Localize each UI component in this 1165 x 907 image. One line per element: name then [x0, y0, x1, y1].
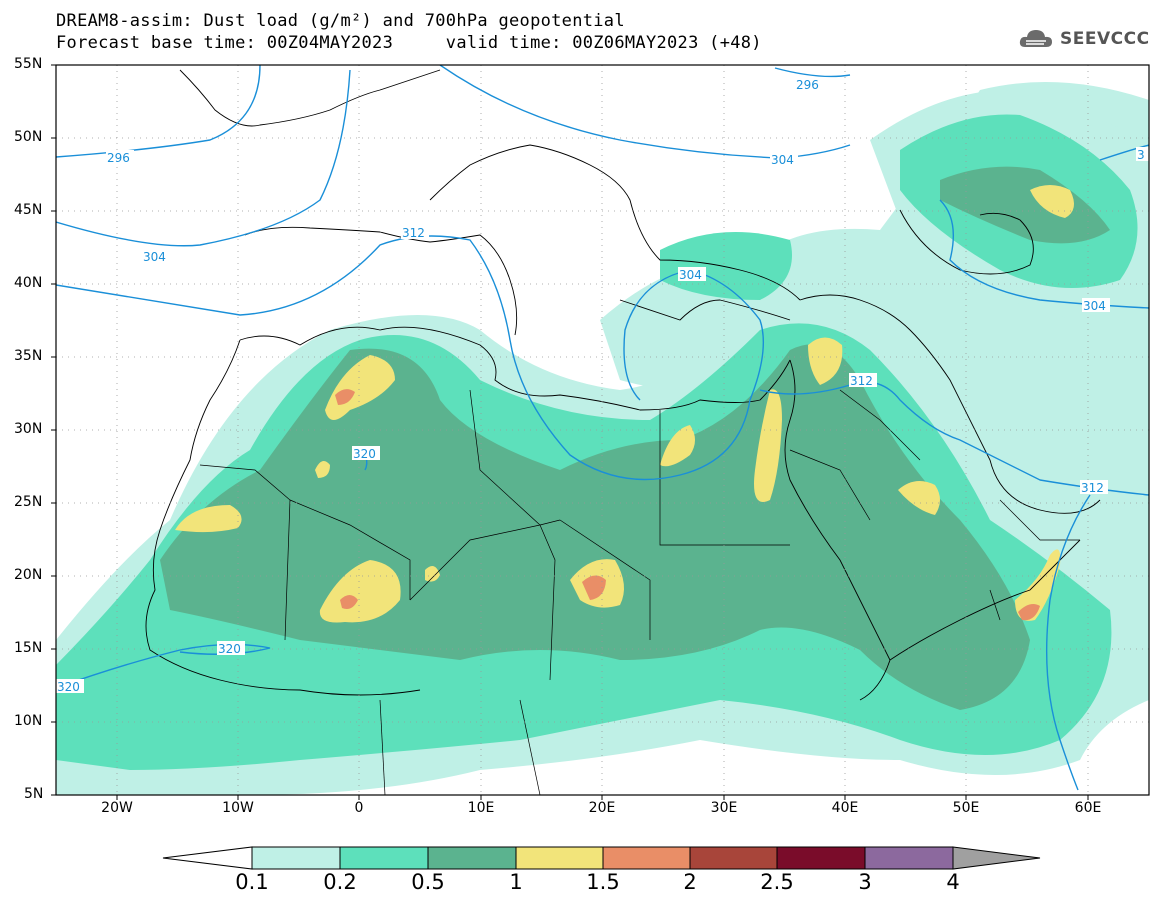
contour-label: 296 — [107, 151, 130, 165]
lat-label: 5N — [24, 786, 44, 802]
lat-label: 15N — [14, 640, 43, 656]
contour-label: 296 — [796, 78, 819, 92]
seevccc-logo: SEEVCCC — [1018, 24, 1150, 54]
graticule — [56, 65, 1149, 795]
colorbar-high-arrow — [952, 846, 1041, 870]
colorbar-label: 1.5 — [586, 870, 620, 894]
colorbar-label: 0.2 — [323, 870, 357, 894]
contour-label: 304 — [771, 153, 794, 167]
contour-labels: 296 296 304 304 304 312 312 312 320 320 … — [56, 77, 1149, 694]
contour-label: 304 — [679, 268, 702, 282]
lon-label: 10W — [222, 800, 254, 816]
lat-label: 55N — [14, 56, 43, 72]
colorbar — [162, 846, 1041, 870]
colorbar-swatch — [602, 846, 691, 870]
contour-label: 320 — [353, 447, 376, 461]
map-area: 296 296 304 304 304 312 312 312 320 320 … — [56, 65, 1149, 795]
lat-label: 25N — [14, 494, 43, 510]
colorbar-swatch — [515, 846, 604, 870]
lon-label: 40E — [831, 800, 859, 816]
dust-band-1.5 — [335, 389, 1040, 621]
colorbar-swatch — [689, 846, 778, 870]
colorbar-swatch — [339, 846, 429, 870]
colorbar-label: 1 — [509, 870, 523, 894]
lat-label: 10N — [14, 713, 43, 729]
colorbar-low-arrow — [162, 846, 253, 870]
dust-band-0.5 — [160, 166, 1110, 710]
lon-label: 60E — [1074, 800, 1102, 816]
lat-label: 20N — [14, 567, 43, 583]
contour-label: 3 — [1137, 148, 1145, 162]
colorbar-label: 2 — [683, 870, 697, 894]
colorbar-label: 4 — [946, 870, 960, 894]
contour-label: 312 — [850, 374, 873, 388]
lon-label: 0 — [354, 800, 364, 816]
lon-label: 20E — [588, 800, 616, 816]
lat-label: 30N — [14, 421, 43, 437]
lat-label: 40N — [14, 275, 43, 291]
contour-label: 312 — [1081, 481, 1104, 495]
lon-label: 30E — [710, 800, 738, 816]
colorbar-label: 0.1 — [235, 870, 269, 894]
colorbar-swatch — [251, 846, 341, 870]
cloud-icon — [1019, 30, 1052, 47]
colorbar-swatch — [864, 846, 954, 870]
contour-label: 304 — [1083, 299, 1106, 313]
lat-label: 45N — [14, 202, 43, 218]
map-subtitle: Forecast base time: 00Z04MAY2023 valid t… — [56, 33, 762, 53]
colorbar-label: 2.5 — [760, 870, 794, 894]
contour-label: 320 — [57, 680, 80, 694]
geopotential-contours — [56, 65, 1149, 791]
lon-label: 20W — [101, 800, 133, 816]
colorbar-swatch — [776, 846, 866, 870]
lat-label: 50N — [14, 129, 43, 145]
contour-label: 304 — [143, 250, 166, 264]
contour-label: 320 — [218, 642, 241, 656]
lon-label: 50E — [952, 800, 980, 816]
map-title: DREAM8-assim: Dust load (g/m²) and 700hP… — [56, 11, 625, 31]
logo-text: SEEVCCC — [1060, 29, 1150, 49]
colorbar-label: 3 — [858, 870, 872, 894]
contour-label: 312 — [402, 226, 425, 240]
axis-ticks — [51, 64, 1089, 800]
colorbar-swatch — [427, 846, 517, 870]
coastlines — [145, 69, 1101, 701]
lon-label: 10E — [467, 800, 495, 816]
lat-label: 35N — [14, 348, 43, 364]
colorbar-label: 0.5 — [411, 870, 445, 894]
